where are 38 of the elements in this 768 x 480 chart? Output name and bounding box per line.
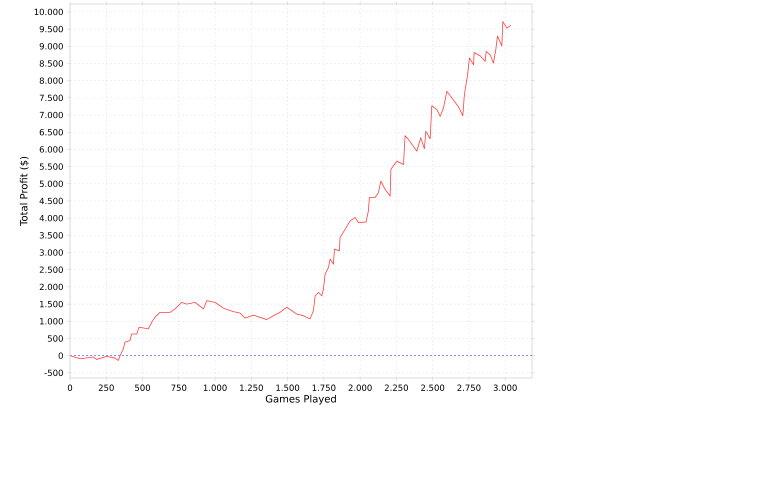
y-tick-label: -500	[44, 370, 63, 376]
y-tick-label: 4.000	[40, 214, 63, 222]
x-tick-label: 2.000	[348, 384, 372, 391]
y-tick-label: 10.000	[34, 8, 63, 16]
y-tick-label: 9.000	[40, 43, 63, 50]
x-tick-label: 2.500	[421, 384, 444, 391]
y-tick-label: 1.000	[40, 318, 63, 324]
y-tick-label: 2.500	[40, 266, 63, 273]
x-tick-label: 1.500	[276, 384, 300, 391]
y-tick-label: 5.000	[40, 180, 63, 187]
y-tick-label: 500	[48, 335, 63, 342]
y-tick-label: 1.500	[40, 300, 63, 308]
y-tick-label: 8.500	[40, 60, 63, 67]
y-tick-label: 3.500	[40, 232, 63, 239]
y-tick-label: 6.500	[40, 129, 63, 136]
y-tick-label: 0	[58, 352, 63, 359]
y-axis-title: Total Profit ($)	[20, 156, 29, 226]
y-tick-label: 3.000	[40, 249, 63, 256]
y-tick-label: 4.500	[40, 198, 63, 204]
y-tick-label: 8.000	[40, 77, 63, 84]
y-tick-label: 9.500	[40, 26, 63, 32]
x-tick-label: 1.750	[312, 384, 336, 391]
x-tick-label: 2.250	[384, 384, 408, 391]
x-tick-label: 0	[68, 384, 72, 391]
x-tick-label: 750	[171, 384, 186, 391]
x-tick-label: 2.750	[457, 384, 481, 391]
x-tick-label: 1.250	[240, 384, 263, 391]
x-tick-label: 250	[98, 384, 114, 391]
line-series	[70, 21, 512, 361]
x-tick-label: 3.000	[494, 384, 517, 391]
y-tick-label: 7.500	[40, 94, 63, 102]
y-tick-label: 2.000	[40, 284, 63, 290]
y-tick-label: 7.000	[40, 112, 63, 118]
x-tick-label: 1.000	[204, 384, 227, 391]
x-axis-title: Games Played	[266, 394, 336, 405]
y-tick-label: 6.000	[40, 146, 63, 153]
y-tick-label: 5.500	[40, 163, 63, 170]
x-tick-label: 500	[135, 384, 150, 391]
